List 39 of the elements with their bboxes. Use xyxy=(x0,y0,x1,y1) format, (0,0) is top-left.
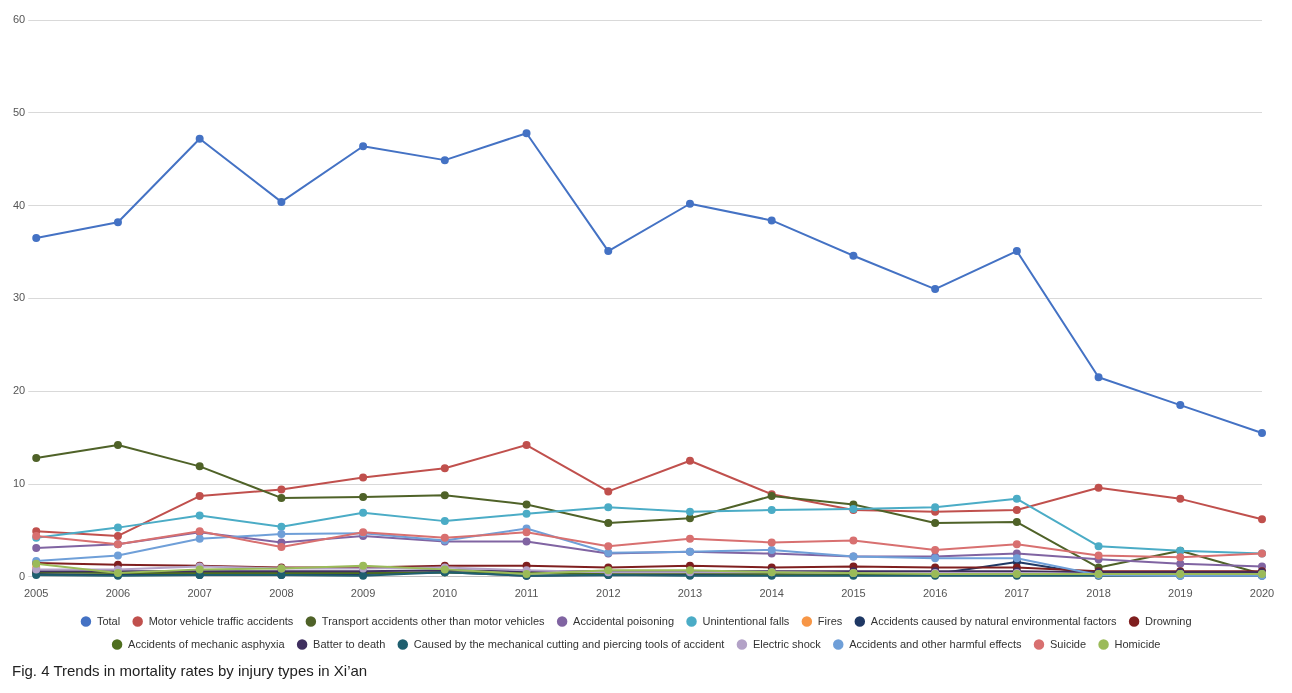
x-tick-label: 2009 xyxy=(350,587,376,600)
legend-label: Total xyxy=(96,614,121,627)
y-tick-label: 50 xyxy=(12,105,26,118)
y-tick-label: 0 xyxy=(19,569,26,582)
y-tick-label: 10 xyxy=(12,477,26,490)
x-tick-label: 2011 xyxy=(514,587,539,600)
x-tick-label: 2018 xyxy=(1086,587,1111,600)
legend-label: Homicide xyxy=(1114,637,1161,650)
legend-label: Accidents caused by natural environmental factors xyxy=(870,614,1118,627)
x-tick-label: 2013 xyxy=(677,587,703,600)
x-tick-label: 2014 xyxy=(759,587,784,600)
legend-label: Batter to death xyxy=(313,637,386,650)
x-tick-label: 2005 xyxy=(23,587,49,600)
y-tick-label: 30 xyxy=(12,291,26,304)
legend-label: Drowning xyxy=(1145,614,1192,627)
x-tick-label: 2006 xyxy=(105,587,131,600)
x-tick-label: 2017 xyxy=(1004,587,1030,600)
legend-label: Unintentional falls xyxy=(702,614,790,627)
caption: Fig. 4 Trends in mortality rates by injury types in Xi’an xyxy=(11,661,369,681)
legend-label: Suicide xyxy=(1049,637,1087,650)
x-tick-label: 2010 xyxy=(432,587,458,600)
x-tick-label: 2015 xyxy=(841,587,866,600)
legend-label: Caused by the mechanical cutting and piercing tools of accident xyxy=(413,637,725,650)
x-tick-label: 2008 xyxy=(269,587,294,600)
legend-label: Accidents and other harmful effects xyxy=(849,637,1022,650)
legend-label: Electric shock xyxy=(752,637,822,650)
x-tick-label: 2007 xyxy=(187,587,212,600)
legend-label: Fires xyxy=(817,614,843,627)
y-tick-label: 40 xyxy=(12,198,26,211)
legend-label: Motor vehicle traffic accidents xyxy=(148,614,294,627)
legend-label: Accidents of mechanic asphyxia xyxy=(128,637,286,650)
x-tick-label: 2016 xyxy=(922,587,948,600)
x-tick-label: 2020 xyxy=(1249,587,1275,600)
y-tick-label: 20 xyxy=(12,384,26,397)
legend-label: Transport accidents other than motor vehicles xyxy=(321,614,546,627)
y-tick-label: 60 xyxy=(12,13,26,26)
legend-label: Accidental poisoning xyxy=(573,614,675,627)
x-tick-label: 2019 xyxy=(1168,587,1193,600)
x-tick-label: 2012 xyxy=(596,587,621,600)
